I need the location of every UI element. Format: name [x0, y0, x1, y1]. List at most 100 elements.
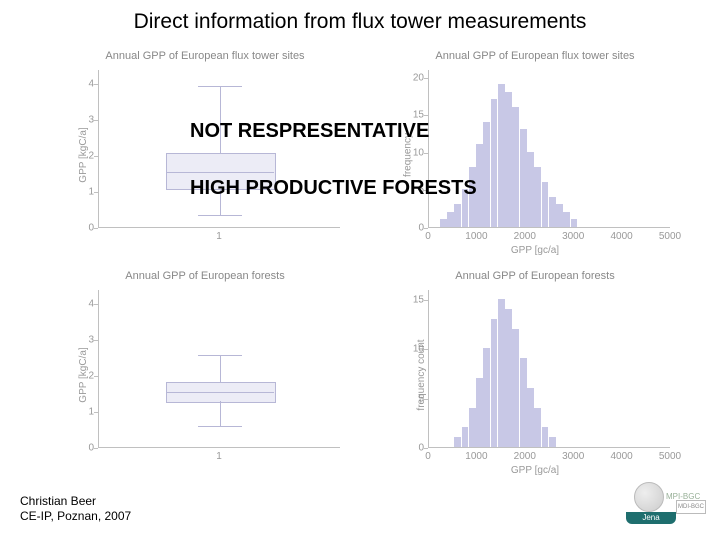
y-tick-label: 0	[380, 443, 424, 454]
histogram-bar	[556, 204, 563, 227]
x-tick-label: 5000	[659, 231, 681, 242]
y-tick-label: 5	[380, 393, 424, 404]
chart-title: Annual GPP of European flux tower sites	[50, 50, 360, 62]
histogram-bar	[505, 92, 512, 227]
histogram-bar	[512, 107, 519, 227]
histogram-bar	[447, 212, 454, 227]
histogram-bar	[498, 299, 505, 447]
y-tick-label: 1	[50, 187, 94, 198]
chart-title: Annual GPP of European forests	[380, 270, 690, 282]
x-tick-label: 3000	[562, 451, 584, 462]
y-tick-label: 1	[50, 407, 94, 418]
histogram-bar	[491, 319, 498, 447]
boxplot-whisker-cap	[198, 355, 242, 356]
histogram-bar	[571, 219, 578, 227]
x-tick-label: 1	[216, 231, 222, 242]
histogram-bar	[483, 348, 490, 447]
x-tick-label: 1000	[465, 451, 487, 462]
histogram-bar	[454, 437, 461, 447]
plot-area	[98, 290, 340, 448]
histogram-bar	[454, 204, 461, 227]
plot-area	[98, 70, 340, 228]
x-axis-label: GPP [gc/a]	[380, 245, 690, 256]
x-tick-label: 2000	[514, 231, 536, 242]
y-tick-label: 15	[380, 294, 424, 305]
y-tick-mark	[424, 153, 428, 154]
logo: MPI-BGC Jena MDI-BGC	[626, 482, 706, 530]
y-tick-mark	[424, 78, 428, 79]
footer-line-2: CE-IP, Poznan, 2007	[20, 509, 131, 524]
chart-panel-top-left: Annual GPP of European flux tower sitesG…	[50, 50, 360, 260]
footer: Christian Beer CE-IP, Poznan, 2007	[20, 494, 131, 524]
chart-panel-top-right: Annual GPP of European flux tower sitesf…	[380, 50, 690, 260]
y-tick-mark	[424, 399, 428, 400]
y-tick-mark	[94, 120, 98, 121]
boxplot-median	[166, 172, 275, 173]
y-tick-label: 2	[50, 371, 94, 382]
chart-panel-bottom-right: Annual GPP of European forestsfrequency …	[380, 270, 690, 480]
histogram-bar	[549, 197, 556, 227]
histogram-bar	[469, 408, 476, 448]
histogram-bar	[527, 152, 534, 227]
y-tick-label: 10	[380, 147, 424, 158]
histogram-bar	[534, 408, 541, 448]
logo-badge: MDI-BGC	[676, 500, 706, 514]
histogram-bar	[440, 219, 447, 227]
y-tick-label: 2	[50, 151, 94, 162]
x-tick-label: 3000	[562, 231, 584, 242]
overlay-text-1: NOT RESPRESENTATIVE	[190, 120, 429, 143]
x-tick-label: 0	[425, 451, 431, 462]
chart-title: Annual GPP of European flux tower sites	[380, 50, 690, 62]
histogram-bar	[505, 309, 512, 447]
y-tick-mark	[94, 340, 98, 341]
boxplot-whisker-cap	[198, 215, 242, 216]
slide-root: Direct information from flux tower measu…	[0, 0, 720, 540]
y-tick-label: 0	[380, 223, 424, 234]
y-tick-mark	[94, 376, 98, 377]
histogram-bar	[542, 427, 549, 447]
y-tick-label: 0	[50, 443, 94, 454]
x-tick-label: 5000	[659, 451, 681, 462]
y-tick-mark	[94, 304, 98, 305]
histogram-bar	[476, 144, 483, 227]
y-tick-mark	[94, 448, 98, 449]
histogram-bar	[483, 122, 490, 227]
plot-area	[428, 290, 670, 448]
chart-panel-bottom-left: Annual GPP of European forestsGPP [kgC/a…	[50, 270, 360, 480]
histogram-bar	[520, 358, 527, 447]
y-tick-label: 3	[50, 335, 94, 346]
y-tick-label: 20	[380, 72, 424, 83]
histogram-bar	[534, 167, 541, 227]
y-tick-mark	[94, 192, 98, 193]
histogram-bar	[549, 437, 556, 447]
globe-icon	[634, 482, 664, 512]
x-tick-label: 4000	[610, 231, 632, 242]
chart-title: Annual GPP of European forests	[50, 270, 360, 282]
y-tick-label: 10	[380, 344, 424, 355]
y-tick-label: 0	[50, 223, 94, 234]
y-tick-label: 3	[50, 115, 94, 126]
overlay-text-2: HIGH PRODUCTIVE FORESTS	[190, 177, 477, 200]
y-tick-mark	[94, 228, 98, 229]
boxplot-median	[166, 392, 275, 393]
y-tick-label: 4	[50, 79, 94, 90]
histogram-bar	[527, 388, 534, 447]
y-tick-label: 4	[50, 299, 94, 310]
y-tick-mark	[94, 412, 98, 413]
boxplot-whisker-cap	[198, 86, 242, 87]
x-tick-label: 1000	[465, 231, 487, 242]
histogram-bar	[520, 129, 527, 227]
y-tick-mark	[424, 300, 428, 301]
histogram-bar	[512, 329, 519, 448]
plot-area	[428, 70, 670, 228]
histogram-bar	[491, 99, 498, 227]
x-tick-label: 0	[425, 231, 431, 242]
histogram-bar	[476, 378, 483, 447]
histogram-bar	[563, 212, 570, 227]
histogram-bar	[542, 182, 549, 227]
histogram-bar	[498, 84, 505, 227]
x-tick-label: 2000	[514, 451, 536, 462]
x-axis-label: GPP [gc/a]	[380, 465, 690, 476]
boxplot-whisker	[220, 401, 221, 426]
x-tick-label: 1	[216, 451, 222, 462]
